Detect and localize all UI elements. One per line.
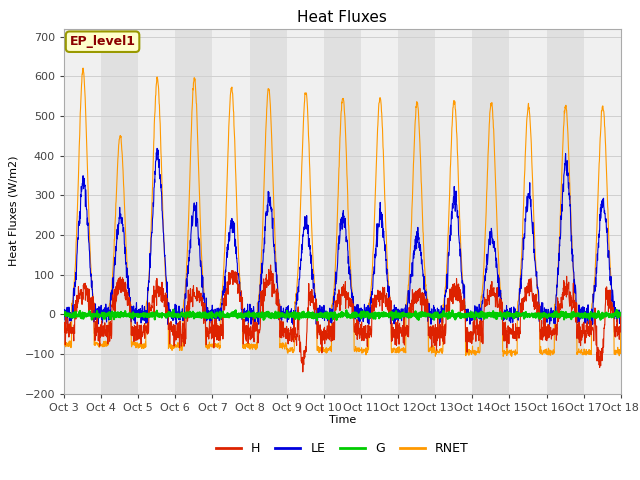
G — [170, 307, 177, 312]
G — [359, 314, 367, 320]
Bar — [212, 29, 250, 394]
RNET — [499, 353, 507, 359]
RNET — [584, 348, 591, 354]
Bar — [324, 29, 361, 394]
H — [371, 296, 379, 302]
LE — [584, 312, 591, 318]
Bar — [101, 29, 138, 394]
Y-axis label: Heat Fluxes (W/m2): Heat Fluxes (W/m2) — [9, 156, 19, 266]
Bar — [361, 29, 398, 394]
Bar — [509, 29, 547, 394]
Line: LE: LE — [64, 148, 621, 324]
G — [60, 312, 68, 318]
H — [505, 331, 513, 336]
Bar — [584, 29, 621, 394]
G — [313, 317, 321, 323]
Bar — [250, 29, 287, 394]
RNET — [79, 65, 87, 71]
H — [267, 262, 275, 268]
LE — [153, 145, 161, 151]
Bar — [472, 29, 509, 394]
LE — [617, 312, 625, 317]
G — [371, 310, 379, 315]
Text: EP_level1: EP_level1 — [70, 35, 136, 48]
X-axis label: Time: Time — [329, 415, 356, 425]
Line: G: G — [64, 310, 621, 320]
RNET — [216, 346, 223, 352]
LE — [164, 321, 172, 327]
Bar — [287, 29, 324, 394]
H — [568, 306, 576, 312]
H — [216, 326, 223, 332]
Bar — [175, 29, 212, 394]
Line: RNET: RNET — [64, 68, 621, 356]
LE — [359, 309, 367, 315]
LE — [60, 317, 68, 323]
Legend: H, LE, G, RNET: H, LE, G, RNET — [211, 437, 474, 460]
H — [60, 330, 68, 336]
H — [299, 369, 307, 375]
RNET — [60, 338, 68, 344]
G — [216, 312, 223, 318]
G — [584, 313, 591, 319]
RNET — [505, 348, 513, 354]
RNET — [359, 348, 367, 354]
Bar — [64, 29, 101, 394]
Bar — [138, 29, 175, 394]
RNET — [617, 312, 625, 317]
LE — [568, 246, 576, 252]
H — [359, 336, 367, 342]
Bar — [435, 29, 472, 394]
Bar — [398, 29, 435, 394]
RNET — [568, 241, 576, 247]
G — [505, 313, 513, 319]
RNET — [371, 207, 379, 213]
Title: Heat Fluxes: Heat Fluxes — [298, 10, 387, 25]
H — [584, 319, 591, 324]
G — [568, 311, 576, 316]
LE — [216, 311, 223, 317]
Bar — [547, 29, 584, 394]
LE — [505, 312, 513, 317]
G — [617, 312, 625, 318]
H — [617, 312, 625, 317]
LE — [371, 251, 379, 257]
Line: H: H — [64, 265, 621, 372]
